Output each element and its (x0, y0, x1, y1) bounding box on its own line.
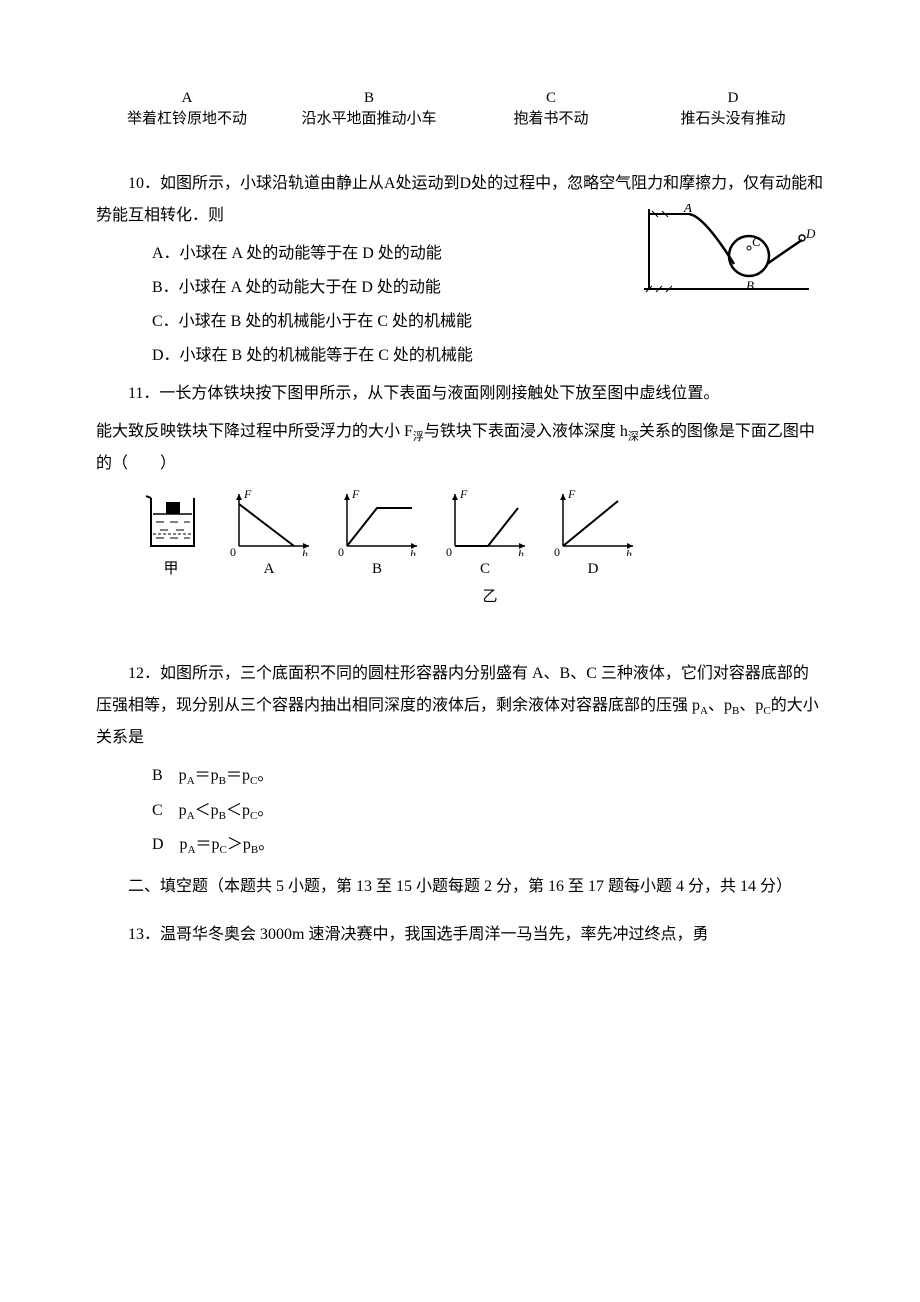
q12-stem: 12．如图所示，三个底面积不同的圆柱形容器内分别盛有 A、B、C 三种液体，它们… (96, 658, 824, 754)
q9-option-a: A 举着杠铃原地不动 (96, 88, 278, 130)
q11-c-xlabel: h (518, 547, 524, 556)
q9-c-letter: C (460, 88, 642, 109)
q11-c-ylabel: F (459, 487, 468, 501)
q9-a-caption: 举着杠铃原地不动 (96, 109, 278, 130)
q10-label-d: D (805, 226, 816, 241)
q11-label-yi: 乙 (96, 582, 824, 612)
q10-label-b: B (746, 278, 754, 293)
q12-c-sa: A (187, 810, 195, 822)
q11-stem-l2: 能大致反映铁块下降过程中所受浮力的大小 F浮与铁块下表面浸入液体深度 h深关系的… (96, 416, 824, 480)
q11-l2-b: 与铁块下表面浸入液体深度 h (424, 423, 628, 440)
q11-d-ylabel: F (567, 487, 576, 501)
q12-sub-a: A (700, 705, 708, 717)
q11-c-origin: 0 (446, 545, 452, 556)
q9-option-b: B 沿水平地面推动小车 (278, 88, 460, 130)
q11-d-origin: 0 (554, 545, 560, 556)
q13-stem: 13．温哥华冬奥会 3000m 速滑决赛中，我国选手周洋一马当先，率先冲过终点，… (96, 919, 824, 951)
q9-b-letter: B (278, 88, 460, 109)
q11-b-xlabel: h (410, 547, 416, 556)
q12-c-sb: B (219, 810, 226, 822)
q9-d-letter: D (642, 88, 824, 109)
q12-mid1: 、p (708, 697, 732, 714)
q10-opt-c: C．小球在 B 处的机械能小于在 C 处的机械能 (96, 306, 824, 338)
q11-fig-a: F h 0 A (224, 486, 314, 578)
q9-option-c: C 抱着书不动 (460, 88, 642, 130)
q12-b-pre: B p (152, 767, 187, 784)
q10-figure: A B C D (634, 204, 824, 294)
q12-c-m2: ＜p (226, 802, 250, 819)
q9-option-d: D 推石头没有推动 (642, 88, 824, 130)
q10-block: 10．如图所示，小球沿轨道由静止从A处运动到D处的过程中，忽略空气阻力和摩擦力，… (96, 168, 824, 372)
q12-d-pre: D p (152, 836, 188, 853)
q10-opt-d: D．小球在 B 处的机械能等于在 C 处的机械能 (96, 340, 824, 372)
q12-c-end: 。 (257, 802, 273, 819)
q12-b-m2: ＝p (226, 767, 250, 784)
q11-label-d: D (588, 561, 599, 577)
q11-label-c: C (480, 561, 490, 577)
q11-stem-l1: 11．一长方体铁块按下图甲所示，从下表面与液面刚刚接触处下放至图中虚线位置。 (96, 378, 824, 410)
q10-label-a: A (683, 204, 692, 215)
q11-figure-row: 甲 F h 0 A F h 0 B (136, 486, 824, 578)
q12-opt-c: C pA＜pB＜pC。 (96, 795, 824, 827)
section2-head: 二、填空题（本题共 5 小题，第 13 至 15 小题每题 2 分，第 16 至… (96, 871, 824, 903)
q11-fig-c: F h 0 C (440, 486, 530, 578)
q9-b-caption: 沿水平地面推动小车 (278, 109, 460, 130)
q12-sub-c: C (763, 705, 770, 717)
q11-label-jia: 甲 (163, 561, 178, 577)
q11-b-origin: 0 (338, 545, 344, 556)
q11-label-a: A (264, 561, 275, 577)
q12-d-m1: ＝p (196, 836, 220, 853)
q12-opt-b: B pA＝pB＝pC。 (96, 760, 824, 792)
q12-b-m1: ＝p (195, 767, 219, 784)
q12-d-m2: ＞p (227, 836, 251, 853)
q11-a-ylabel: F (243, 487, 252, 501)
q12-opt-d: D pA＝pC＞pB。 (96, 829, 824, 861)
q12-b-sa: A (187, 776, 195, 788)
q11-fig-d: F h 0 D (548, 486, 638, 578)
q12-b-sb: B (219, 776, 226, 788)
q12-mid2: 、p (739, 697, 763, 714)
q9-option-row: A 举着杠铃原地不动 B 沿水平地面推动小车 C 抱着书不动 D 推石头没有推动 (96, 88, 824, 130)
q9-d-caption: 推石头没有推动 (642, 109, 824, 130)
q11-a-origin: 0 (230, 545, 236, 556)
q11-fig-b: F h 0 B (332, 486, 422, 578)
q10-label-c: C (752, 234, 761, 249)
q11-l2-a: 能大致反映铁块下降过程中所受浮力的大小 F (96, 423, 413, 440)
q11-label-b: B (372, 561, 382, 577)
q12-c-pre: C p (152, 802, 187, 819)
q9-c-caption: 抱着书不动 (460, 109, 642, 130)
q12-d-sc: C (220, 844, 227, 856)
q12-d-end: 。 (258, 836, 274, 853)
q9-a-letter: A (96, 88, 278, 109)
q11-l2-sub2: 深 (628, 431, 639, 443)
q11-a-xlabel: h (302, 547, 308, 556)
q12-b-end: 。 (257, 767, 273, 784)
q11-b-ylabel: F (351, 487, 360, 501)
q11-fig-jia: 甲 (136, 486, 206, 578)
q12-c-m1: ＜p (195, 802, 219, 819)
q11-l2-sub1: 浮 (413, 431, 424, 443)
q12-d-sa: A (188, 844, 196, 856)
q11-d-xlabel: h (626, 547, 632, 556)
